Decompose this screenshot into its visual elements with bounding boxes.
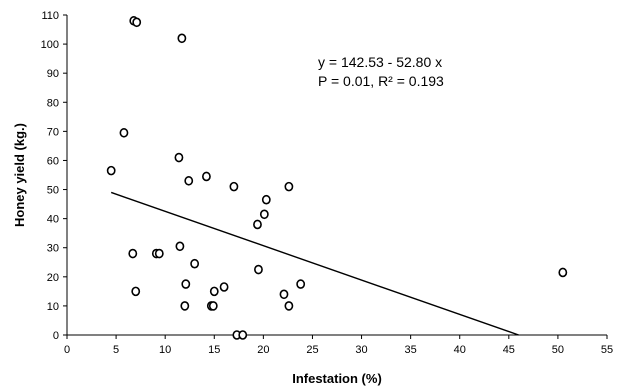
y-tick-label: 90 (47, 68, 59, 80)
data-point (284, 301, 294, 311)
data-point (259, 209, 269, 220)
x-axis-title: Infestation (%) (292, 371, 382, 386)
y-tick-label: 60 (47, 155, 59, 167)
data-point (261, 194, 271, 205)
data-point (254, 264, 263, 275)
y-tick-label: 40 (47, 214, 59, 226)
x-tick-label: 5 (113, 344, 119, 356)
y-tick-label: 50 (47, 185, 59, 197)
data-point (177, 33, 187, 44)
tick-labels: 0 10 20 30 40 50 60 70 80 90 100 110 0 5 10 15 20 25 30 35 4… (41, 10, 613, 356)
y-tick-label: 110 (41, 10, 59, 22)
data-point (132, 17, 142, 28)
regression-stats: P = 0.01, R² = 0.193 (318, 73, 444, 89)
data-point (174, 152, 184, 163)
x-tick-label: 25 (306, 344, 318, 356)
x-tick-label: 35 (405, 344, 417, 356)
y-axis-title: Honey yield (kg.) (12, 123, 27, 227)
data-point (181, 279, 191, 289)
data-point (229, 181, 239, 192)
y-tick-label: 20 (47, 272, 59, 284)
data-point (284, 181, 294, 192)
data-point (238, 330, 248, 340)
data-point (209, 286, 219, 297)
x-tick-label: 15 (208, 344, 220, 356)
y-tick-label: 100 (41, 39, 59, 51)
data-point (175, 241, 185, 252)
x-tick-label: 10 (159, 344, 171, 356)
y-tick-label: 70 (47, 126, 59, 138)
data-point (131, 286, 141, 297)
data-point (202, 171, 211, 182)
data-point (106, 165, 116, 176)
y-tick-label: 30 (47, 243, 59, 255)
data-point (154, 248, 164, 259)
data-point (558, 267, 568, 278)
data-point (279, 289, 289, 300)
trendline-group (110, 191, 519, 336)
data-point (208, 301, 218, 311)
data-points (106, 16, 568, 340)
y-tick-label: 80 (47, 97, 59, 109)
regression-line (110, 191, 519, 336)
x-tick-label: 40 (454, 344, 466, 356)
x-tick-label: 50 (552, 344, 564, 356)
data-point (296, 279, 306, 289)
x-tick-label: 20 (257, 344, 269, 356)
x-tick-label: 45 (503, 344, 515, 356)
x-tick-label: 0 (64, 344, 70, 356)
data-point (184, 176, 194, 186)
data-point (190, 258, 200, 269)
y-tick-label: 10 (47, 301, 59, 313)
y-tick-label: 0 (53, 330, 59, 342)
x-tick-label: 55 (601, 344, 613, 356)
regression-equation: y = 142.53 - 52.80 x (318, 54, 442, 70)
data-point (219, 282, 229, 292)
data-point (128, 248, 138, 259)
data-point (119, 128, 129, 138)
x-tick-label: 30 (355, 344, 367, 356)
data-point (253, 219, 262, 230)
data-point (180, 301, 190, 311)
